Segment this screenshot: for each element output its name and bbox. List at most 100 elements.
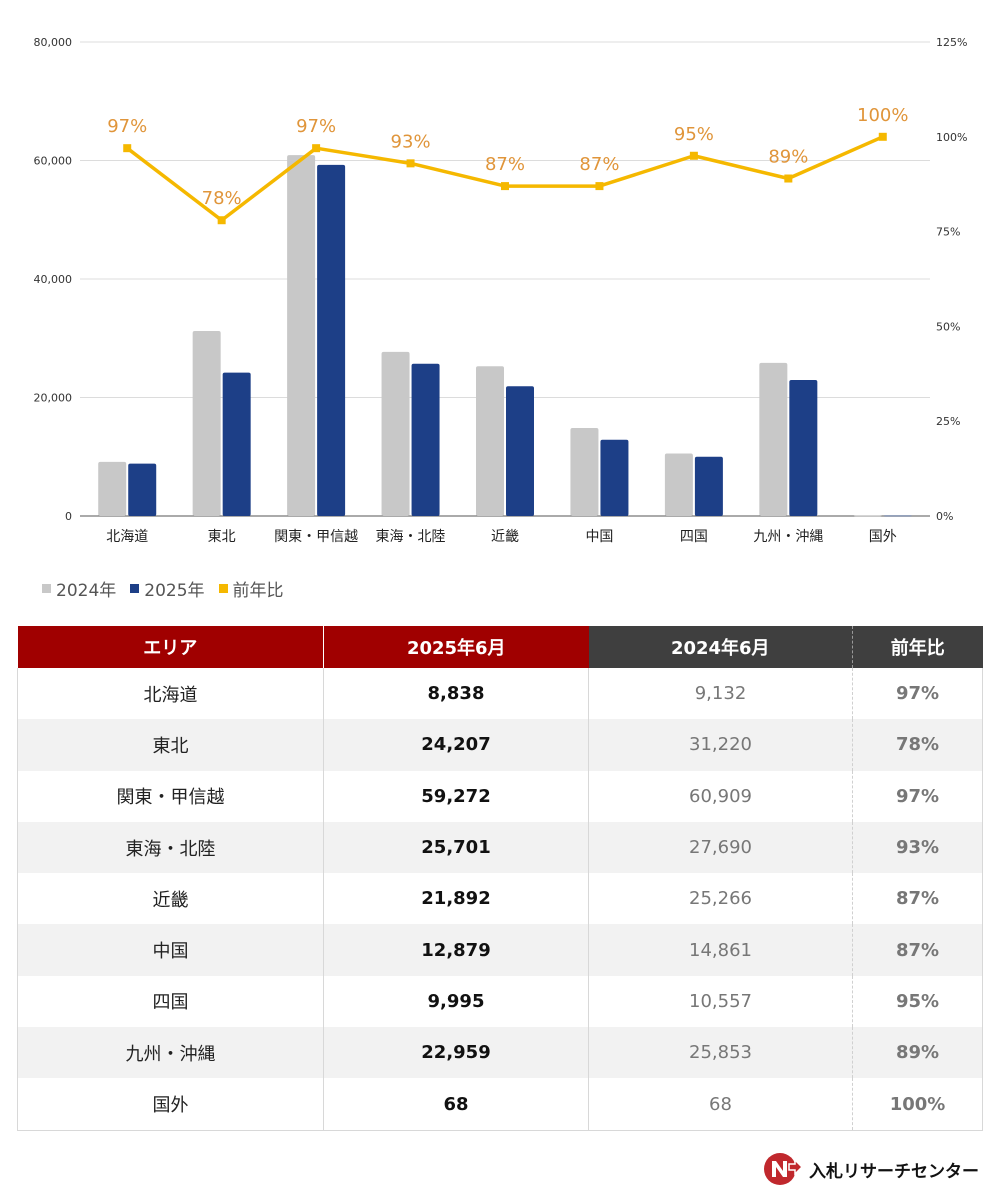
table-row: 近畿 21,892 25,266 87% (17, 873, 983, 925)
ratio-marker (501, 182, 509, 191)
y-tick-label: 40,000 (34, 273, 73, 286)
cell-2025: 22,959 (323, 1027, 589, 1079)
y-tick-label: 80,000 (34, 36, 73, 49)
bar-2024 (287, 155, 316, 516)
y2-tick-label: 75% (936, 226, 960, 239)
cell-2025: 9,995 (323, 975, 589, 1028)
cell-2024: 68 (588, 1078, 853, 1131)
legend-label-2025: 2025年 (144, 580, 205, 601)
cell-ratio: 97% (852, 668, 983, 720)
gridlines (80, 41, 930, 517)
x-category-label: 中国 (585, 529, 613, 545)
y-tick-label: 0 (65, 510, 72, 523)
ratio-data-label: 97% (107, 116, 147, 137)
cell-2025: 25,701 (323, 821, 589, 874)
cell-ratio: 78% (852, 719, 983, 771)
bar-2024 (192, 331, 221, 516)
x-category-label: 関東・甲信越 (274, 529, 358, 545)
cell-ratio: 87% (852, 873, 983, 925)
ratio-data-label: 87% (485, 154, 525, 175)
data-table: エリア 2025年6月 2024年6月 前年比 北海道 8,838 9,132 97%… (17, 626, 983, 1131)
legend-swatch-ratio (218, 583, 228, 593)
x-category-label: 北海道 (106, 529, 148, 545)
ratio-marker (878, 132, 887, 141)
cell-ratio: 95% (852, 975, 983, 1028)
y2-axis-ticks: 0% 25% 50% 75% 100% 125% (936, 36, 967, 523)
bar-2024 (98, 461, 127, 516)
header-ratio: 前年比 (852, 626, 983, 668)
cell-2025: 24,207 (323, 719, 589, 771)
bars (98, 155, 912, 517)
cell-2025: 59,272 (323, 770, 589, 822)
cell-area: 東北 (17, 719, 324, 771)
ratio-data-label: 89% (768, 147, 808, 168)
cell-2025: 68 (323, 1078, 589, 1131)
cell-2024: 25,266 (588, 873, 853, 925)
ratio-line: 97% 78% 97% 93% 87% 87% 95% 89% 100% (107, 105, 909, 225)
table-row: 東海・北陸 25,701 27,690 93% (17, 821, 983, 874)
y2-tick-label: 50% (936, 320, 960, 333)
x-category-label: 近畿 (491, 529, 519, 545)
bar-2025 (317, 164, 346, 516)
y2-tick-label: 100% (936, 131, 967, 144)
table-row: 北海道 8,838 9,132 97% (17, 668, 983, 720)
y-tick-label: 60,000 (34, 155, 73, 168)
y2-tick-label: 25% (936, 415, 960, 428)
cell-2024: 10,557 (588, 975, 853, 1028)
chart: 0 20,000 40,000 60,000 80,000 0% 25% 50% 75% 100… (34, 36, 968, 545)
bar-2025 (600, 439, 629, 516)
cell-area: 国外 (17, 1078, 324, 1131)
table-body: 北海道 8,838 9,132 97% 東北 24,207 31,220 78% 関東・甲信越 5… (17, 668, 983, 1131)
cell-2024: 31,220 (588, 719, 853, 771)
table-row: 中国 12,879 14,861 87% (17, 924, 983, 976)
header-2024: 2024年6月 (588, 626, 853, 668)
x-axis-categories: 北海道 東北 関東・甲信越 東海・北陸 近畿 中国 四国 九州・沖縄 国外 (106, 529, 897, 545)
legend-item-ratio: 前年比 (218, 576, 284, 601)
cell-ratio: 100% (852, 1078, 983, 1131)
cell-area: 近畿 (17, 873, 324, 925)
cell-2025: 8,838 (323, 668, 589, 720)
ratio-data-label: 95% (674, 124, 714, 145)
ratio-marker (217, 216, 226, 225)
bar-2025 (411, 363, 440, 516)
x-category-label: 国外 (869, 529, 897, 545)
legend-swatch-2025 (130, 583, 140, 593)
cell-2024: 14,861 (588, 924, 853, 976)
table-row: 四国 9,995 10,557 95% (17, 975, 983, 1028)
bar-2025 (506, 386, 534, 516)
ratio-marker (689, 151, 698, 160)
ratio-data-label: 87% (579, 154, 619, 175)
table-row: 関東・甲信越 59,272 60,909 97% (17, 770, 983, 822)
bar-2024 (759, 362, 788, 516)
cell-area: 北海道 (17, 668, 324, 720)
ratio-marker (312, 144, 321, 153)
cell-2024: 27,690 (588, 821, 853, 874)
cell-area: 東海・北陸 (17, 821, 324, 874)
y2-tick-label: 0% (936, 510, 953, 523)
cell-2024: 60,909 (588, 770, 853, 822)
cell-area: 四国 (17, 975, 324, 1028)
cell-ratio: 87% (852, 924, 983, 976)
bar-2025 (128, 463, 157, 516)
bar-2025 (789, 379, 818, 516)
cell-ratio: 89% (852, 1027, 983, 1079)
x-category-label: 四国 (680, 529, 708, 545)
legend-swatch-2024 (42, 583, 51, 593)
ratio-marker (784, 174, 793, 183)
bar-2025 (883, 515, 912, 517)
bar-2024 (476, 366, 504, 516)
x-category-label: 九州・沖縄 (753, 529, 823, 545)
ratio-marker (595, 182, 604, 191)
cell-ratio: 97% (852, 770, 983, 822)
y2-tick-label: 125% (936, 36, 967, 49)
y-tick-label: 20,000 (34, 392, 73, 405)
bar-2025 (694, 456, 723, 516)
cell-2025: 12,879 (323, 924, 589, 976)
table-row: 東北 24,207 31,220 78% (17, 719, 983, 771)
ratio-data-label: 100% (857, 105, 908, 126)
cell-2024: 9,132 (588, 668, 853, 720)
legend: 2024年 2025年 前年比 (42, 576, 298, 601)
cell-2025: 21,892 (323, 873, 589, 925)
bar-2024 (853, 515, 882, 517)
bar-2024 (570, 427, 599, 516)
